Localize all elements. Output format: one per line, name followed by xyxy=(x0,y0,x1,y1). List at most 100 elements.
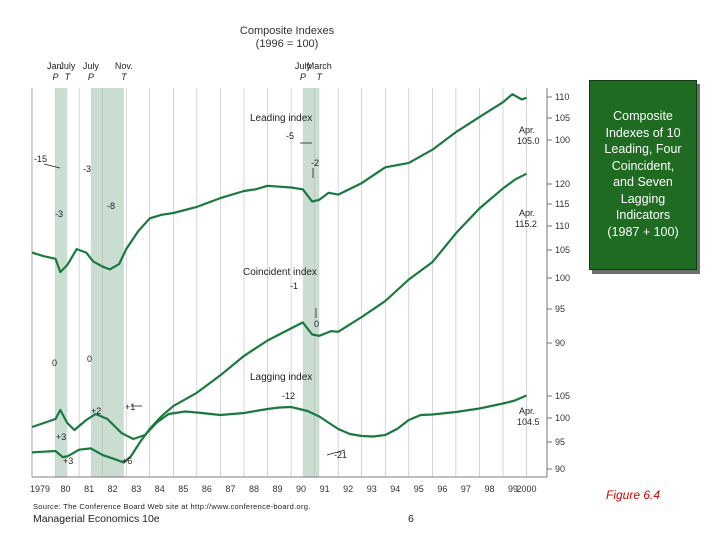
y-tick-label-leading-100: 100 xyxy=(555,135,570,145)
turning-point-month-4: July xyxy=(295,61,312,71)
callout-line-3: Coincident, xyxy=(611,158,675,173)
callout-box: Composite Indexes of 10 Leading, Four Coinc… xyxy=(589,80,697,270)
turning-point-type-5: T xyxy=(317,72,324,82)
callout-line-4: and Seven xyxy=(613,175,673,189)
lead-time-label-12: +2 xyxy=(91,406,101,416)
y-tick-label-lagging-90: 90 xyxy=(555,464,565,474)
x-tick-label-82: 82 xyxy=(108,484,118,494)
turning-point-month-2: July xyxy=(83,61,100,71)
x-tick-label-94: 94 xyxy=(390,484,400,494)
x-tick-label-89: 89 xyxy=(272,484,282,494)
x-tick-label-1979: 1979 xyxy=(30,484,50,494)
x-tick-label-88: 88 xyxy=(249,484,259,494)
lead-time-label-10: +3 xyxy=(56,432,66,442)
lead-time-label-5: -2 xyxy=(311,158,319,168)
x-tick-label-93: 93 xyxy=(367,484,377,494)
end-value-leading: 105.0 xyxy=(517,136,540,146)
callout-line-5: Lagging xyxy=(620,191,666,206)
x-tick-label-87: 87 xyxy=(225,484,235,494)
series-line-coincident xyxy=(31,172,528,464)
turning-point-month-1: July xyxy=(59,61,76,71)
lead-time-label-4: -5 xyxy=(286,131,294,141)
turning-point-type-1: T xyxy=(65,72,72,82)
y-axis-ticks: 100 105 110 90 95 100 105 110 115 120 90 95 100 105 xyxy=(547,92,570,474)
y-tick-label-leading-105: 105 xyxy=(555,113,570,123)
x-tick-label-83: 83 xyxy=(131,484,141,494)
series-lines xyxy=(31,93,528,464)
x-tick-label-86: 86 xyxy=(202,484,212,494)
y-tick-label-coincident-90: 90 xyxy=(555,338,565,348)
lead-time-label-1: -3 xyxy=(83,164,91,174)
series-line-leading xyxy=(31,93,527,274)
y-tick-label-lagging-95: 95 xyxy=(555,437,565,447)
end-label-lagging-month: Apr. xyxy=(519,406,535,416)
callout-line-1: Indexes of 10 xyxy=(605,125,681,140)
lead-time-label-8: -1 xyxy=(290,281,298,291)
y-tick-label-coincident-105: 105 xyxy=(555,245,570,255)
y-tick-label-coincident-110: 110 xyxy=(555,221,569,231)
lead-time-label-3: -8 xyxy=(107,201,115,211)
lead-time-label-13: +1 xyxy=(125,402,135,412)
lead-time-label-2: -3 xyxy=(55,209,63,219)
x-tick-label-84: 84 xyxy=(155,484,165,494)
lead-arrow-0 xyxy=(43,163,61,169)
end-value-coincident: 115.2 xyxy=(515,219,537,229)
recession-band-0 xyxy=(55,88,68,477)
turning-point-type-2: P xyxy=(88,72,94,82)
end-label-coincident-month: Apr. xyxy=(519,208,535,218)
lead-time-label-14: +6 xyxy=(122,456,132,466)
y-tick-label-coincident-120: 120 xyxy=(555,179,570,189)
y-tick-label-coincident-115: 115 xyxy=(555,199,569,209)
y-tick-label-coincident-95: 95 xyxy=(555,304,565,314)
x-tick-label-2000: 2000 xyxy=(517,484,537,494)
callout-line-7: (1987 + 100) xyxy=(607,224,679,239)
y-tick-label-lagging-105: 105 xyxy=(555,391,570,401)
figure-label: Figure 6.4 xyxy=(606,488,661,502)
lead-time-label-7: 0 xyxy=(52,358,57,368)
series-line-lagging xyxy=(31,394,527,441)
x-tick-label-85: 85 xyxy=(178,484,188,494)
series-label-leading: Leading index xyxy=(250,113,312,124)
x-axis-ticks: 1979 80 81 82 83 84 85 86 87 88 89 90 91 92 93 94 95 96 97… xyxy=(30,484,537,494)
lead-time-label-0: -15 xyxy=(34,154,47,164)
x-tick-label-90: 90 xyxy=(296,484,306,494)
x-tick-label-95: 95 xyxy=(414,484,424,494)
x-tick-label-80: 80 xyxy=(61,484,71,494)
x-tick-label-92: 92 xyxy=(343,484,353,494)
source-note: Source: The Conference Board Web site at… xyxy=(33,502,311,511)
turning-point-month-3: Nov. xyxy=(115,61,133,71)
turning-point-type-3: T xyxy=(121,72,128,82)
callout-line-0: Composite xyxy=(613,109,673,123)
chart-title: Composite Indexes xyxy=(240,25,335,37)
y-tick-label-coincident-100: 100 xyxy=(555,273,570,283)
turning-point-month-5: March xyxy=(307,61,332,71)
y-tick-label-leading-110: 110 xyxy=(555,92,569,102)
series-label-lagging: Lagging index xyxy=(250,372,312,383)
recession-band-2 xyxy=(302,88,320,477)
end-label-leading-month: Apr. xyxy=(519,125,535,135)
recession-bands xyxy=(55,88,320,477)
x-tick-label-97: 97 xyxy=(461,484,471,494)
footer-page-number: 6 xyxy=(408,513,414,525)
x-tick-label-91: 91 xyxy=(320,484,330,494)
series-label-coincident: Coincident index xyxy=(243,267,317,278)
lead-arrow-4 xyxy=(326,449,346,456)
callout-line-6: Indicators xyxy=(615,208,671,222)
footer-book-title: Managerial Economics 10e xyxy=(33,513,160,525)
turning-point-type-0: P xyxy=(53,72,59,82)
callout-line-2: Leading, Four xyxy=(604,142,682,156)
y-tick-label-lagging-100: 100 xyxy=(555,413,570,423)
x-tick-label-96: 96 xyxy=(437,484,447,494)
lead-time-label-9: 0 xyxy=(87,354,92,364)
recession-band-1 xyxy=(90,88,124,477)
end-value-lagging: 104.5 xyxy=(517,417,540,427)
turning-point-type-4: P xyxy=(300,72,306,82)
x-tick-label-81: 81 xyxy=(84,484,94,494)
lead-time-label-15: -12 xyxy=(282,391,295,401)
turning-point-month-0: Jan. xyxy=(47,61,64,71)
x-tick-label-98: 98 xyxy=(484,484,494,494)
chart-subtitle: (1996 = 100) xyxy=(256,38,319,50)
lead-time-annotations: -15 -3 -3 -8 -5 -2 0 0 -1 0 +3 +3 +2 +1 +6 -12 -21 xyxy=(34,131,347,466)
lead-time-label-6: 0 xyxy=(314,319,319,329)
